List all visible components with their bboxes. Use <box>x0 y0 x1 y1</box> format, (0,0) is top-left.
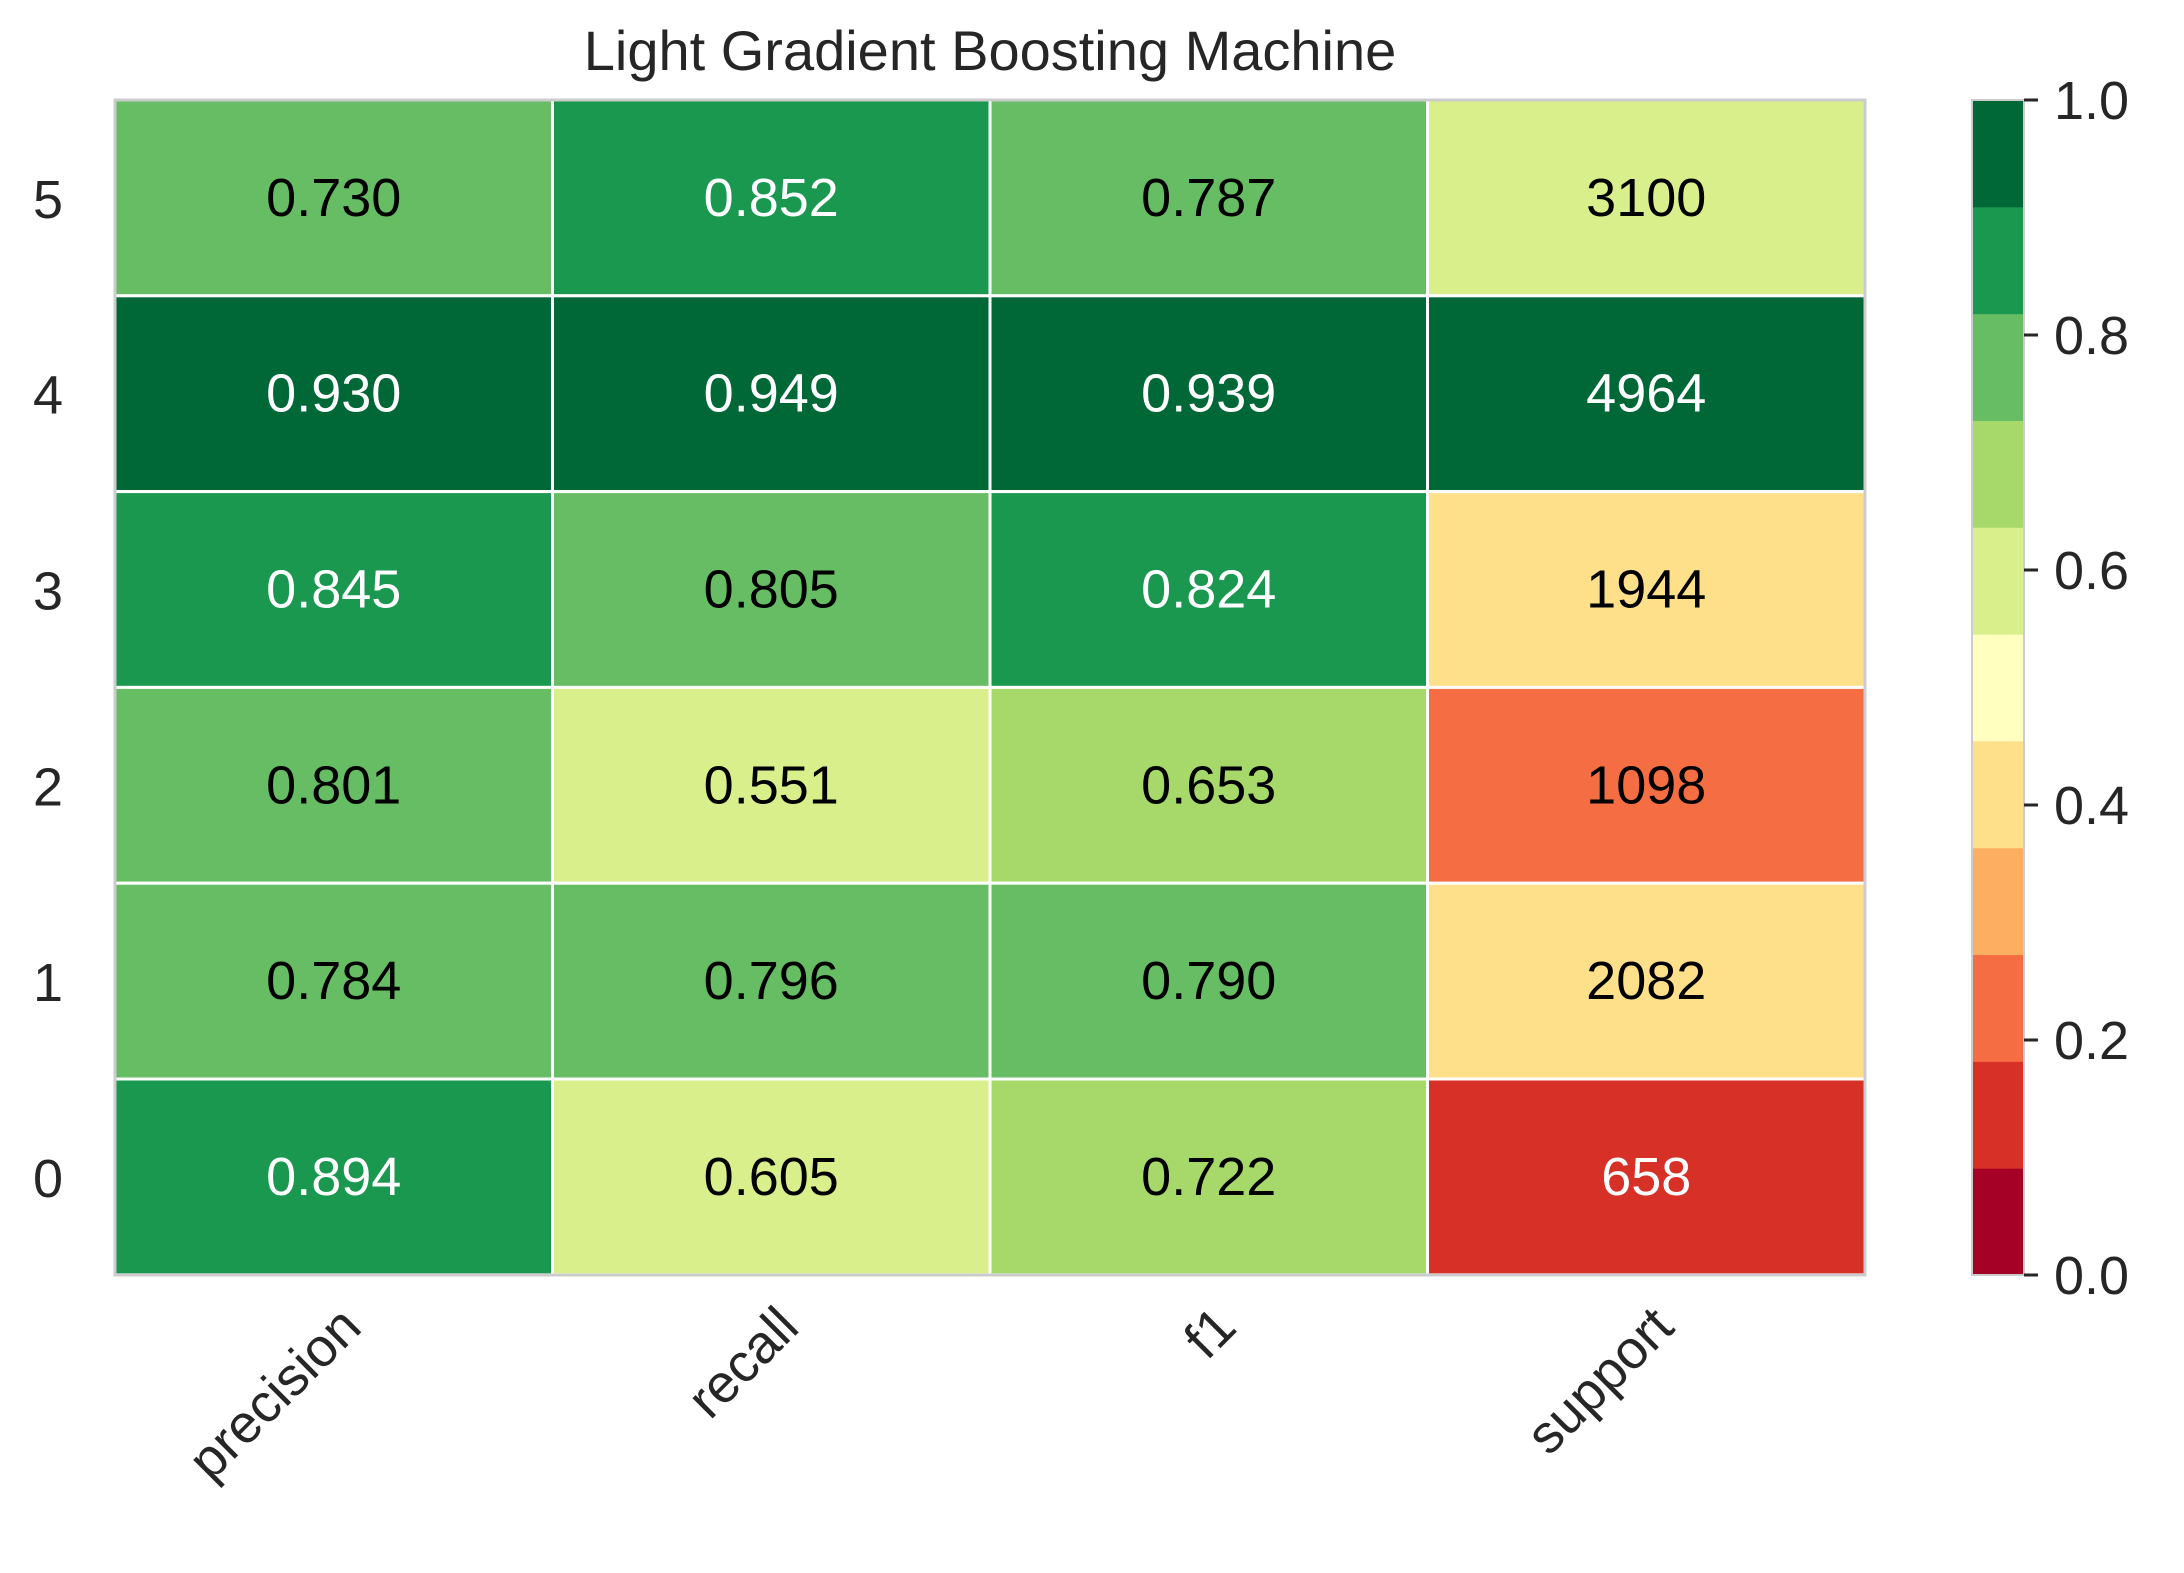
heatmap-cell <box>113 685 554 885</box>
cell-value-label: 1098 <box>1586 755 1706 815</box>
colorbar-segment <box>1972 527 2024 635</box>
heatmap-cell <box>1426 881 1867 1081</box>
heatmap-cell <box>1426 685 1867 885</box>
colorbar-tick-label: 0.8 <box>2054 306 2129 366</box>
cell-value-label: 0.790 <box>1141 951 1276 1011</box>
colorbar-segment <box>1972 100 2024 208</box>
cell-value-label: 1944 <box>1586 560 1706 620</box>
colorbar-tick-label: 0.0 <box>2054 1246 2129 1306</box>
cell-value-label: 0.824 <box>1141 560 1276 620</box>
heatmap-cell <box>1426 98 1867 298</box>
heatmap-cell <box>1426 490 1867 689</box>
cell-value-label: 0.605 <box>704 1147 839 1207</box>
y-tick-label: 5 <box>33 170 63 230</box>
heatmap-cell <box>113 98 554 298</box>
colorbar-segment <box>1972 634 2024 742</box>
cell-value-label: 0.845 <box>266 560 401 620</box>
cell-value-label: 0.852 <box>704 168 839 228</box>
cell-value-label: 0.722 <box>1141 1147 1276 1207</box>
heatmap-cell <box>551 685 992 885</box>
cell-value-label: 0.805 <box>704 560 839 620</box>
cell-value-label: 658 <box>1601 1147 1691 1207</box>
colorbar-tick-label: 0.4 <box>2054 776 2129 836</box>
heatmap-cell <box>988 1077 1429 1277</box>
cell-value-label: 2082 <box>1586 951 1706 1011</box>
heatmap-cell <box>1426 1077 1867 1277</box>
y-tick-label: 4 <box>33 366 63 426</box>
cell-value-label: 4964 <box>1586 364 1706 424</box>
chart-title: Light Gradient Boosting Machine <box>584 19 1397 82</box>
colorbar-segment <box>1972 420 2024 528</box>
y-tick-label: 1 <box>33 953 63 1013</box>
heatmap-cell <box>988 881 1429 1081</box>
plot-border <box>113 98 1867 1277</box>
heatmap-cell <box>113 881 554 1081</box>
heatmap-cells: 0.730 0.852 0.787 3100 0.930 0.949 0.939 4964 0.… <box>113 98 1867 1277</box>
cell-value-label: 0.894 <box>266 1147 401 1207</box>
y-tick-label: 0 <box>33 1149 63 1209</box>
colorbar-segment <box>1972 954 2024 1062</box>
cell-value-label: 0.801 <box>266 755 401 815</box>
cell-value-label: 0.653 <box>1141 755 1276 815</box>
colorbar-segment <box>1972 313 2024 421</box>
heatmap-cell <box>113 1077 554 1277</box>
heatmap-cell <box>988 685 1429 885</box>
heatmap-cell <box>551 490 992 689</box>
heatmap-cell <box>1426 294 1867 494</box>
colorbar-segment <box>1972 1061 2024 1169</box>
colorbar-segment <box>1972 847 2024 956</box>
cell-value-label: 0.930 <box>266 364 401 424</box>
cell-value-label: 0.551 <box>704 755 839 815</box>
cell-value-label: 0.784 <box>266 951 401 1011</box>
cell-value-label: 0.939 <box>1141 364 1276 424</box>
heatmap-cell <box>988 294 1429 494</box>
cell-value-label: 0.787 <box>1141 168 1276 228</box>
colorbar-segment <box>1972 1168 2024 1276</box>
colorbar-segment <box>1972 206 2024 315</box>
cell-value-label: 0.796 <box>704 951 839 1011</box>
colorbar: 0.0 0.2 0.4 0.6 0.8 1.0 <box>1971 71 2129 1306</box>
colorbar-tick-label: 0.6 <box>2054 541 2129 601</box>
cell-value-label: 0.730 <box>266 168 401 228</box>
colorbar-border <box>1971 99 2025 1276</box>
heatmap-cell <box>551 1077 992 1277</box>
y-tick-label: 3 <box>33 562 63 622</box>
heatmap-cell <box>988 98 1429 298</box>
y-axis-tick-labels: 5 4 3 2 1 0 <box>33 170 63 1209</box>
heatmap-cell <box>551 881 992 1081</box>
colorbar-tick-label: 0.2 <box>2054 1011 2129 1071</box>
colorbar-tick-label: 1.0 <box>2054 71 2129 131</box>
cell-value-label: 0.949 <box>704 364 839 424</box>
cell-value-label: 3100 <box>1586 168 1706 228</box>
y-tick-label: 2 <box>33 757 63 817</box>
colorbar-segment <box>1972 740 2024 849</box>
